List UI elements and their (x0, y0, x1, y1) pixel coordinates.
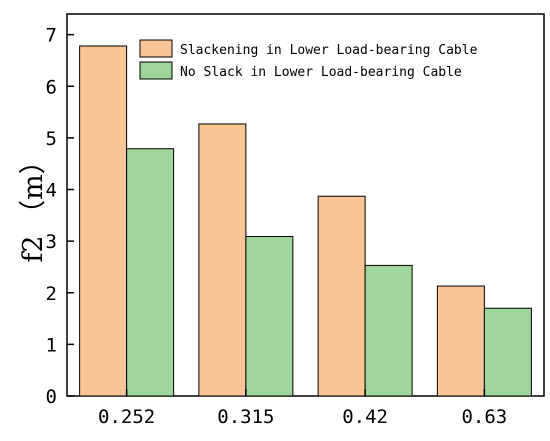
bar-slackening-0.315 (198, 123, 247, 397)
y-axis: 0 1 2 3 4 5 6 7 (46, 25, 74, 408)
plot-frame (66, 13, 545, 397)
bar-slackening-0.63 (436, 285, 485, 397)
y-tick-label: 2 (46, 283, 57, 305)
y-tick-label: 0 (46, 386, 57, 408)
x-tick-label: 0.315 (217, 406, 274, 428)
bar-no-slack-0.315 (245, 235, 294, 397)
y-tick-label: 5 (46, 128, 57, 150)
x-tick-label: 0.63 (461, 406, 507, 428)
x-tick-label: 0.42 (342, 406, 388, 428)
bar-slackening-0.252 (79, 45, 128, 397)
x-axis: 0.252 0.315 0.42 0.63 (98, 389, 507, 428)
legend-label-slackening: Slackening in Lower Load-bearing Cable (180, 43, 478, 58)
bar-no-slack-0.63 (483, 307, 532, 397)
x-tick-label: 0.252 (98, 406, 155, 428)
y-axis-title: f2 （m） (18, 147, 49, 262)
y-tick-label: 4 (46, 180, 57, 202)
legend: Slackening in Lower Load-bearing Cable N… (139, 39, 478, 80)
y-tick-label: 6 (46, 76, 57, 98)
y-tick-label: 3 (46, 231, 57, 253)
bar-no-slack-0.42 (364, 264, 413, 397)
y-tick-label: 7 (46, 25, 57, 47)
legend-swatch-slackening (139, 39, 173, 58)
legend-label-no-slack: No Slack in Lower Load-bearing Cable (180, 65, 462, 80)
y-tick-label: 1 (46, 334, 57, 356)
bars-layer (79, 45, 532, 397)
bar-no-slack-0.252 (126, 148, 175, 397)
legend-swatch-no-slack (139, 61, 173, 80)
bar-slackening-0.42 (317, 195, 366, 397)
